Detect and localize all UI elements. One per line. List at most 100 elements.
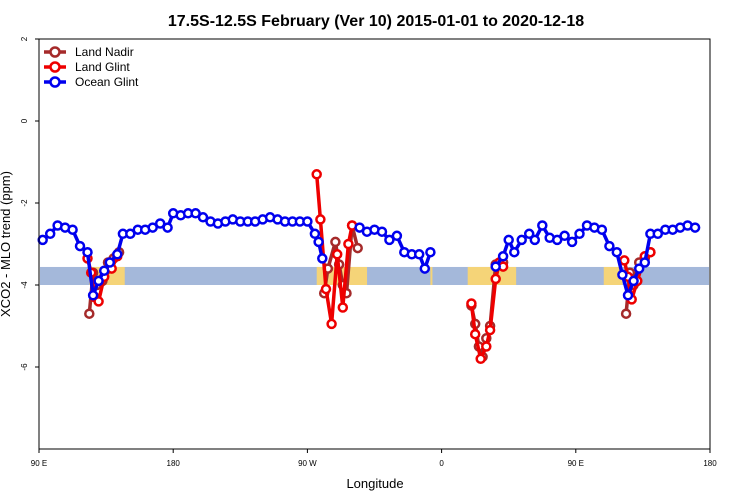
legend-label: Ocean Glint — [75, 75, 139, 89]
data-point — [622, 290, 634, 301]
data-point — [559, 230, 570, 242]
data-point — [315, 214, 326, 225]
data-point — [469, 328, 481, 340]
data-point — [419, 263, 431, 274]
data-point — [154, 218, 166, 229]
x-axis-ticks: 90 E 180 90 W 0 90 E 180 — [31, 449, 717, 468]
data-point — [425, 246, 436, 258]
y-axis-ticks: -6 -4 -2 0 2 — [20, 36, 39, 371]
chart-title: 17.5S-12.5S February (Ver 10) 2015-01-01… — [168, 13, 584, 30]
data-point — [98, 265, 110, 276]
x-axis-label: Longitude — [346, 476, 403, 491]
legend-item-1: Land Glint — [44, 60, 130, 74]
data-point — [566, 236, 578, 248]
y-tick-label: 0 — [20, 118, 29, 123]
data-point — [74, 240, 86, 252]
data-point — [343, 238, 354, 250]
data-point — [67, 224, 78, 235]
data-point — [311, 169, 322, 180]
legend-swatch-marker — [49, 46, 61, 58]
data-point — [84, 308, 95, 319]
data-point — [302, 216, 313, 227]
data-point — [619, 255, 630, 266]
x-tick-label: 0 — [439, 459, 444, 468]
data-point — [354, 222, 365, 233]
data-point — [313, 236, 324, 248]
data-point — [93, 275, 104, 287]
data-point — [503, 234, 514, 246]
data-point — [309, 228, 321, 240]
legend-item-2: Ocean Glint — [44, 75, 139, 89]
data-point — [529, 234, 541, 246]
x-tick-label: 90 W — [298, 459, 317, 468]
legend-label: Land Nadir — [75, 45, 134, 59]
data-point — [490, 261, 501, 272]
x-tick-label: 90 E — [31, 459, 47, 468]
data-point — [617, 269, 628, 281]
data-point — [197, 212, 209, 223]
data-point — [37, 234, 48, 246]
y-tick-label: -2 — [20, 199, 29, 207]
y-tick-label: 2 — [20, 36, 29, 41]
data-point — [147, 222, 158, 233]
legend-label: Land Glint — [75, 60, 130, 74]
x-tick-label: 180 — [703, 459, 717, 468]
data-point — [551, 234, 563, 246]
x-tick-label: 90 E — [568, 459, 584, 468]
land-mask — [40, 266, 709, 285]
data-point — [639, 257, 651, 268]
data-point — [475, 353, 486, 365]
data-point — [604, 240, 615, 252]
land-band-2 — [430, 266, 433, 285]
ocean-band — [40, 266, 709, 285]
data-point — [652, 228, 664, 240]
data-point — [509, 246, 520, 258]
data-point — [93, 296, 104, 307]
data-point — [689, 222, 701, 233]
data-point — [87, 290, 99, 301]
data-point — [481, 341, 492, 352]
data-point — [620, 308, 632, 319]
data-point — [413, 249, 425, 260]
data-point — [320, 283, 332, 295]
data-point — [376, 226, 388, 237]
series-1 — [82, 169, 656, 365]
data-point — [391, 230, 403, 242]
data-point — [516, 234, 527, 246]
data-point — [633, 263, 645, 274]
data-point — [497, 251, 509, 262]
series-line-1-1 — [314, 174, 354, 326]
y-tick-label: -4 — [20, 281, 29, 289]
data-point — [523, 228, 535, 240]
legend-swatch-marker — [49, 61, 61, 73]
x-tick-label: 180 — [167, 459, 181, 468]
data-point — [352, 242, 363, 254]
data-point — [628, 275, 639, 287]
data-point — [326, 318, 337, 330]
data-point — [484, 324, 496, 336]
data-point — [466, 298, 477, 309]
data-point — [574, 228, 585, 240]
data-point — [596, 224, 608, 235]
data-point — [330, 236, 341, 248]
data-point — [162, 222, 173, 233]
data-point — [611, 246, 623, 258]
data-point — [384, 234, 395, 246]
data-point — [331, 249, 343, 260]
data-point — [490, 273, 501, 285]
data-point — [125, 228, 136, 240]
legend-item-0: Land Nadir — [44, 45, 134, 59]
legend-swatch-marker — [49, 76, 61, 88]
plot-frame — [38, 38, 711, 450]
y-axis-label: XCO2 - MLO trend (ppm) — [0, 171, 13, 317]
land-band-4 — [603, 266, 623, 285]
data-point — [104, 257, 116, 268]
data-point — [44, 228, 56, 240]
data-point — [337, 302, 349, 313]
series-layer — [37, 169, 701, 365]
data-point — [317, 253, 328, 264]
series-2 — [37, 208, 701, 301]
data-point — [537, 220, 548, 231]
